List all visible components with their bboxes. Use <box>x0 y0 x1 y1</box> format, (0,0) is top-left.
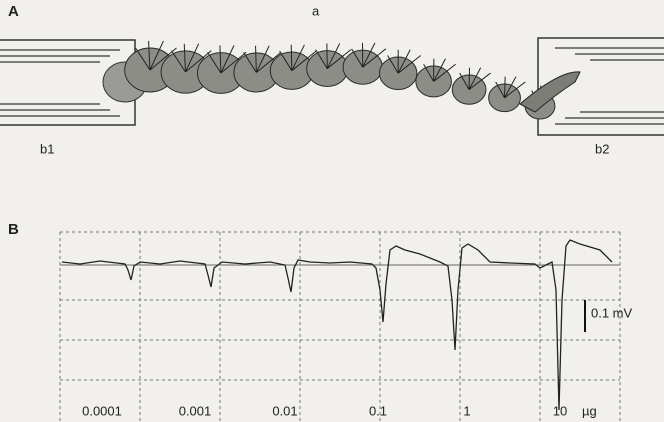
dose-label: 1 <box>463 403 470 418</box>
panel-label: A <box>8 3 19 20</box>
figure: A a b1 b2 B 0.1 mV 0.0001 0.001 0.01 0.1 1 10… <box>0 0 664 422</box>
electrode-label: b1 <box>40 141 54 156</box>
dose-label: 0.0001 <box>82 403 122 418</box>
antenna-label: a <box>312 3 320 18</box>
bristle <box>505 77 506 98</box>
unit-label: µg <box>582 403 597 418</box>
scale-bar-label: 0.1 mV <box>591 305 633 320</box>
electrode-label: b2 <box>595 141 609 156</box>
dose-label: 0.01 <box>272 403 297 418</box>
dose-label: 0.001 <box>179 403 212 418</box>
dose-label: 0.1 <box>369 403 387 418</box>
panel-label: B <box>8 221 19 238</box>
bristle <box>291 45 292 71</box>
dose-label: 10 <box>553 403 567 418</box>
